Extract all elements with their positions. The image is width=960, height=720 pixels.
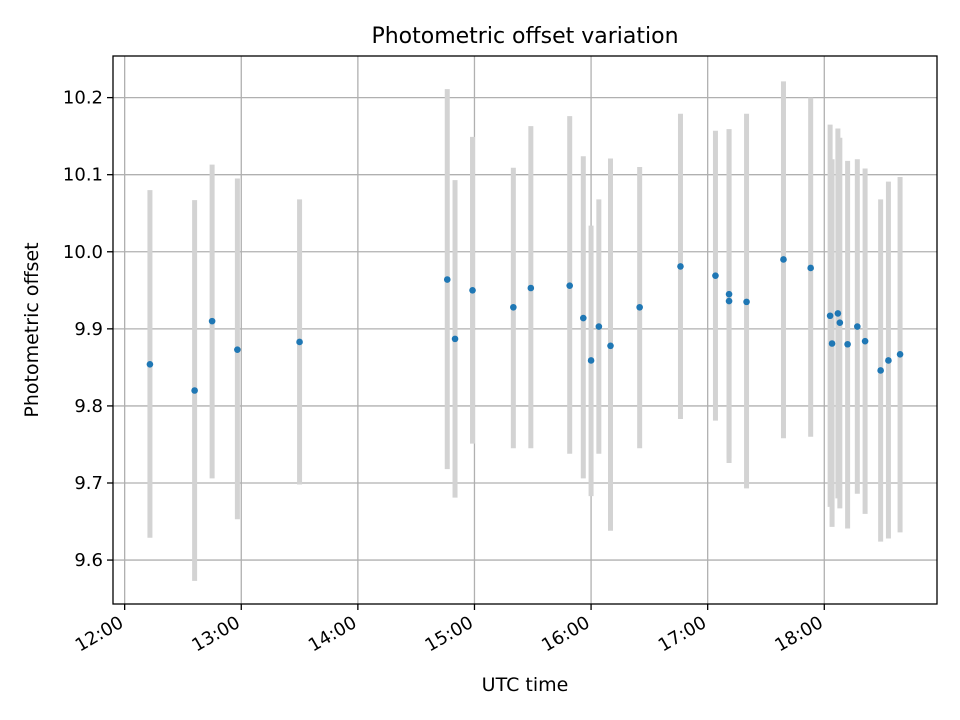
data-point — [510, 303, 517, 311]
data-point — [566, 282, 573, 289]
data-point — [208, 317, 216, 325]
data-point — [469, 287, 476, 294]
data-points — [146, 256, 904, 394]
data-point — [885, 357, 892, 364]
x-axis-ticks: 12:00 13:00 14:00 15:00 16:00 17:00 18:00 — [72, 604, 827, 656]
data-point — [595, 323, 603, 330]
y-tick-label: 10.0 — [63, 242, 103, 263]
data-point — [712, 272, 719, 279]
y-tick-label: 9.8 — [74, 396, 103, 417]
data-point — [527, 284, 535, 292]
data-point — [896, 350, 904, 358]
x-tick-label: 16:00 — [538, 612, 593, 656]
data-point — [854, 323, 861, 330]
data-point — [725, 297, 733, 305]
data-point — [451, 335, 459, 343]
data-point — [191, 387, 198, 394]
plot-frame — [112, 55, 938, 605]
data-point — [677, 263, 684, 270]
data-point — [296, 338, 303, 346]
chart-title: Photometric offset variation — [371, 24, 678, 49]
data-point — [826, 312, 834, 320]
y-tick-label: 9.9 — [74, 319, 103, 340]
errorbars — [147, 81, 903, 581]
data-point — [725, 290, 733, 298]
y-tick-label: 10.2 — [63, 88, 103, 109]
x-tick-label: 14:00 — [305, 612, 360, 656]
data-point — [146, 360, 154, 368]
data-point — [587, 357, 595, 364]
x-tick-label: 12:00 — [72, 612, 127, 656]
data-point — [234, 346, 241, 353]
data-point — [834, 310, 842, 317]
data-point — [743, 298, 750, 306]
data-point — [580, 314, 587, 322]
x-axis-label: UTC time — [482, 674, 569, 696]
data-point — [443, 276, 451, 283]
y-tick-label: 10.1 — [63, 165, 103, 186]
data-point — [844, 340, 851, 348]
y-axis-label: Photometric offset — [21, 242, 43, 417]
x-tick-label: 13:00 — [188, 612, 243, 656]
y-tick-label: 9.7 — [74, 473, 103, 494]
x-tick-label: 18:00 — [771, 612, 826, 656]
data-point — [836, 319, 844, 326]
data-point — [780, 256, 787, 263]
data-point — [861, 337, 869, 345]
y-tick-label: 9.6 — [74, 550, 103, 571]
x-tick-label: 15:00 — [422, 612, 477, 656]
y-axis-ticks: 9.6 9.7 9.8 9.9 10.0 10.1 10.2 — [63, 88, 113, 571]
data-point — [877, 367, 884, 374]
data-point — [607, 342, 614, 350]
data-point — [828, 340, 836, 347]
x-tick-label: 17:00 — [655, 612, 710, 656]
data-point — [807, 264, 814, 272]
data-point — [636, 303, 643, 311]
